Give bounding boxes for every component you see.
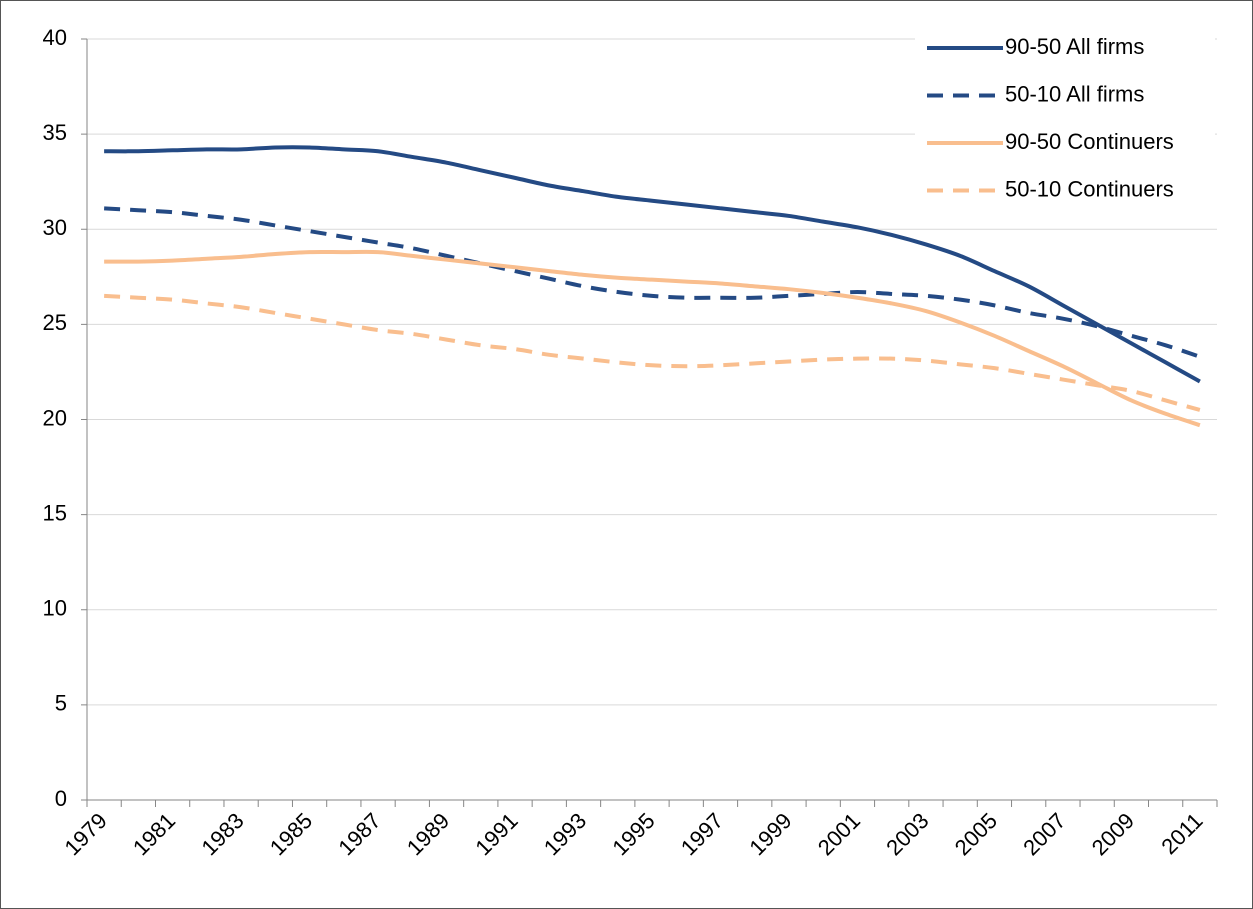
y-tick-label: 10: [43, 596, 67, 621]
y-tick-label: 25: [43, 310, 67, 335]
series-line: [104, 249, 1201, 428]
legend-label: 50-10 Continuers: [1005, 176, 1174, 201]
legend-label: 90-50 All firms: [1005, 34, 1144, 59]
legend-label: 90-50 Continuers: [1005, 129, 1174, 154]
y-tick-label: 5: [55, 691, 67, 716]
y-tick-label: 35: [43, 120, 67, 145]
y-tick-label: 0: [55, 786, 67, 811]
y-tick-label: 20: [43, 405, 67, 430]
series-line: [104, 293, 1201, 412]
series-line: [104, 206, 1201, 359]
y-tick-label: 40: [43, 25, 67, 50]
legend-label: 50-10 All firms: [1005, 81, 1144, 106]
y-tick-label: 15: [43, 500, 67, 525]
series-line: [104, 145, 1201, 384]
y-tick-label: 30: [43, 215, 67, 240]
